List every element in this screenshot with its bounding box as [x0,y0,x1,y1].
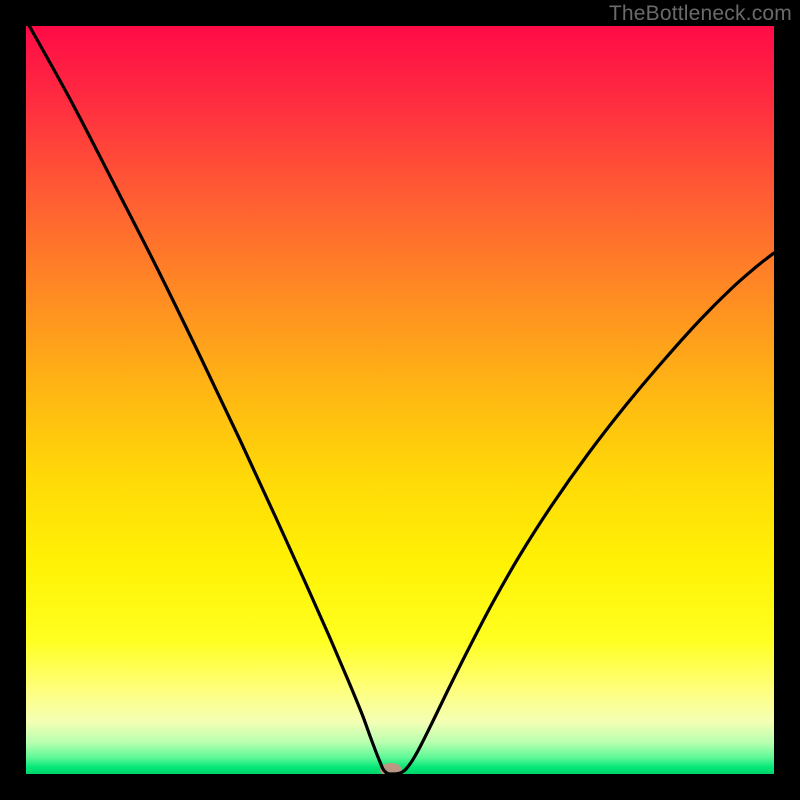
chart-container: TheBottleneck.com [0,0,800,800]
watermark-text: TheBottleneck.com [609,2,792,26]
plot-background [26,26,774,774]
bottleneck-chart [0,0,800,800]
